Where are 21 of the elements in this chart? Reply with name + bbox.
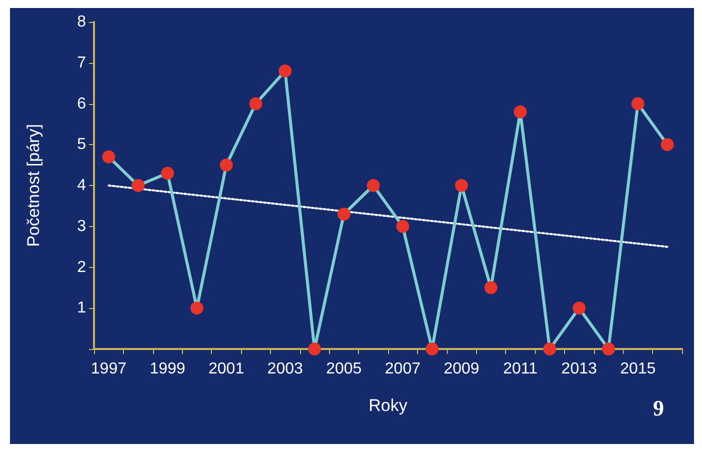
y-tick-label: 1 [77,300,86,317]
text: 9 [653,396,664,420]
y-tick-label: 8 [77,14,86,30]
y-tick-label: 5 [77,136,86,154]
x-tick-label: 2005 [326,360,362,378]
y-tick-label: 2 [77,258,86,276]
x-tick-label: 2001 [208,360,244,378]
x-tick-label: 1999 [150,360,186,378]
x-tick-label: 2003 [267,360,303,378]
x-tick-label: 1997 [90,360,127,378]
x-axis-title: Roky [368,396,408,415]
x-tick-label: 2015 [620,360,656,378]
y-axis-title: Početnost [páry] [24,124,43,247]
y-tick-label: 3 [77,218,86,235]
x-tick-label: 2013 [561,360,597,378]
x-tick-label: 2009 [444,360,480,378]
x-tick-label: 2011 [503,360,538,378]
y-tick-label: 7 [77,54,86,72]
y-tick-label: 6 [77,95,86,112]
y-tick-label: 4 [77,177,86,194]
x-tick-label: 2007 [384,360,421,378]
